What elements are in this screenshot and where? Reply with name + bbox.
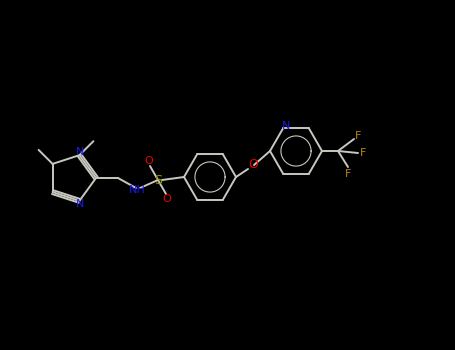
- Text: F: F: [355, 131, 361, 141]
- Text: O: O: [162, 194, 172, 204]
- Text: O: O: [145, 156, 153, 166]
- Text: N: N: [282, 121, 290, 132]
- Text: S: S: [154, 174, 162, 187]
- Text: F: F: [345, 169, 351, 179]
- Text: F: F: [360, 148, 366, 158]
- Text: O: O: [248, 158, 258, 170]
- Text: N: N: [76, 199, 85, 209]
- Text: N: N: [76, 147, 85, 157]
- Text: NH: NH: [129, 185, 146, 195]
